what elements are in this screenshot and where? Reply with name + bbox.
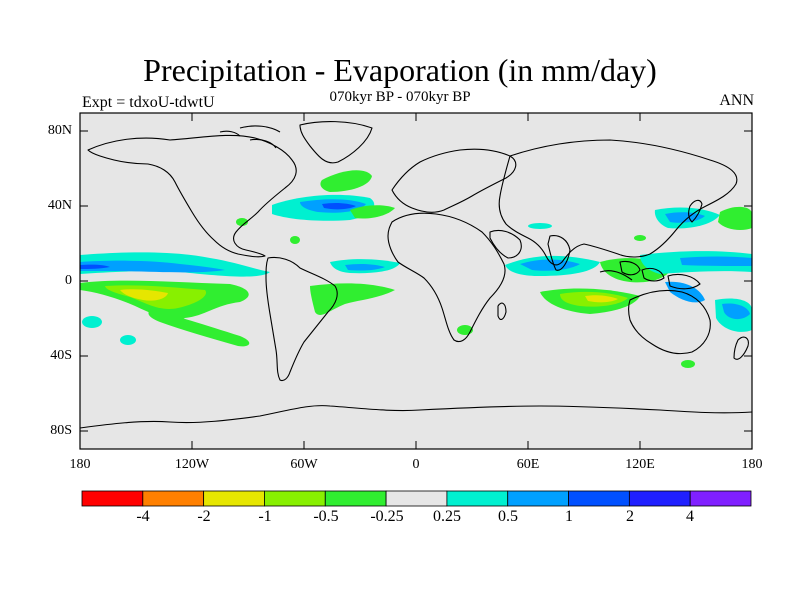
coast-madagascar bbox=[497, 302, 507, 321]
field-blue-kuroshio bbox=[665, 212, 705, 223]
field-green-greenland-sea bbox=[320, 170, 372, 192]
field-green-patch-2 bbox=[290, 236, 300, 244]
colorbar-swatch-9 bbox=[628, 490, 691, 507]
lon-label-0: 0 bbox=[412, 457, 420, 472]
colorbar-label-7: 1 bbox=[565, 508, 573, 525]
coast-asia bbox=[498, 139, 738, 266]
field-yellow-south-pacific bbox=[120, 289, 168, 301]
coast-arctic-islands bbox=[219, 125, 281, 149]
experiment-label: Expt = tdxoU-tdwtU bbox=[82, 94, 215, 111]
pe-anomaly-fields bbox=[80, 170, 752, 368]
field-green-patch-5 bbox=[634, 235, 646, 241]
colorbar-swatch-2 bbox=[203, 490, 265, 507]
coast-indonesia bbox=[599, 260, 701, 290]
colorbar-swatch-6 bbox=[446, 490, 509, 507]
lon-label-60e: 60E bbox=[516, 457, 540, 472]
field-green-atlantic-south bbox=[310, 283, 395, 315]
field-cyan-patch-1 bbox=[82, 316, 102, 328]
field-blue-north-pacific bbox=[80, 260, 225, 273]
colorbar-label-0: -4 bbox=[136, 508, 150, 525]
lat-label-40s: 40S bbox=[50, 348, 72, 363]
lat-ticks bbox=[80, 130, 752, 432]
coast-new-zealand bbox=[733, 336, 749, 360]
coast-south-america bbox=[265, 256, 338, 382]
lon-label-120w: 120W bbox=[174, 457, 210, 472]
coast-antarctica bbox=[80, 405, 752, 429]
field-darkblue-north-pacific bbox=[80, 264, 110, 269]
coast-japan bbox=[688, 199, 703, 223]
lon-label-180-right: 180 bbox=[741, 457, 763, 472]
field-cyan-patch-2 bbox=[120, 335, 136, 345]
colorbar-label-8: 2 bbox=[626, 508, 634, 525]
colorbar-label-5: 0.25 bbox=[433, 508, 461, 525]
field-blue-tasman bbox=[722, 303, 750, 320]
field-green-patch-3 bbox=[457, 325, 473, 335]
colorbar-swatch-7 bbox=[507, 490, 569, 507]
field-green-east-atlantic bbox=[350, 205, 395, 219]
field-darkblue-north-atlantic bbox=[322, 202, 356, 210]
lat-label-80n: 80N bbox=[47, 123, 72, 138]
field-blue-indian-north bbox=[520, 259, 580, 271]
field-blue-west-pacific bbox=[680, 256, 752, 266]
lat-label-80s: 80S bbox=[50, 423, 72, 438]
colorbar-swatch-8 bbox=[568, 490, 630, 507]
field-green-spcz bbox=[148, 310, 250, 347]
lon-label-180-left: 180 bbox=[69, 457, 91, 472]
lon-ticks bbox=[79, 113, 753, 449]
field-green-patch-4 bbox=[681, 360, 695, 368]
coast-australia bbox=[627, 289, 711, 355]
colorbar-label-4: -0.25 bbox=[370, 508, 404, 525]
colorbar-label-1: -2 bbox=[197, 508, 211, 525]
lon-label-60w: 60W bbox=[290, 457, 318, 472]
colorbar-label-6: 0.5 bbox=[498, 508, 518, 525]
plot-title: Precipitation - Evaporation (in mm/day) bbox=[143, 52, 657, 88]
field-cyan-patch-3 bbox=[528, 223, 552, 229]
field-blue-australia-east bbox=[665, 281, 705, 303]
colorbar-swatch-5 bbox=[385, 490, 448, 507]
season-label: ANN bbox=[719, 92, 754, 109]
colorbar-swatch-3 bbox=[264, 490, 326, 507]
coast-arabia bbox=[489, 229, 522, 259]
coast-africa bbox=[387, 212, 506, 343]
colorbar-label-2: -1 bbox=[258, 508, 272, 525]
colorbar-label-9: 4 bbox=[686, 508, 694, 525]
field-green-patch-1 bbox=[236, 218, 248, 226]
field-blue-atlantic-north bbox=[345, 263, 385, 271]
coast-greenland bbox=[299, 121, 373, 164]
lat-label-40n: 40N bbox=[47, 198, 72, 213]
colorbar bbox=[81, 490, 752, 507]
colorbar-swatch-4 bbox=[324, 490, 387, 507]
lat-label-0: 0 bbox=[65, 273, 72, 288]
field-yellow-indian-south bbox=[585, 295, 618, 303]
colorbar-swatch-0 bbox=[81, 490, 144, 507]
coast-europe bbox=[391, 148, 517, 213]
lon-label-120e: 120E bbox=[625, 457, 655, 472]
colorbar-swatch-1 bbox=[142, 490, 205, 507]
field-green-north-pacific-east bbox=[718, 206, 752, 230]
colorbar-label-3: -0.5 bbox=[313, 508, 339, 525]
coast-india bbox=[547, 235, 571, 271]
colorbar-swatch-10 bbox=[689, 490, 752, 507]
coastlines bbox=[80, 121, 752, 429]
plot-subtitle: 070kyr BP - 070kyr BP bbox=[329, 89, 471, 105]
